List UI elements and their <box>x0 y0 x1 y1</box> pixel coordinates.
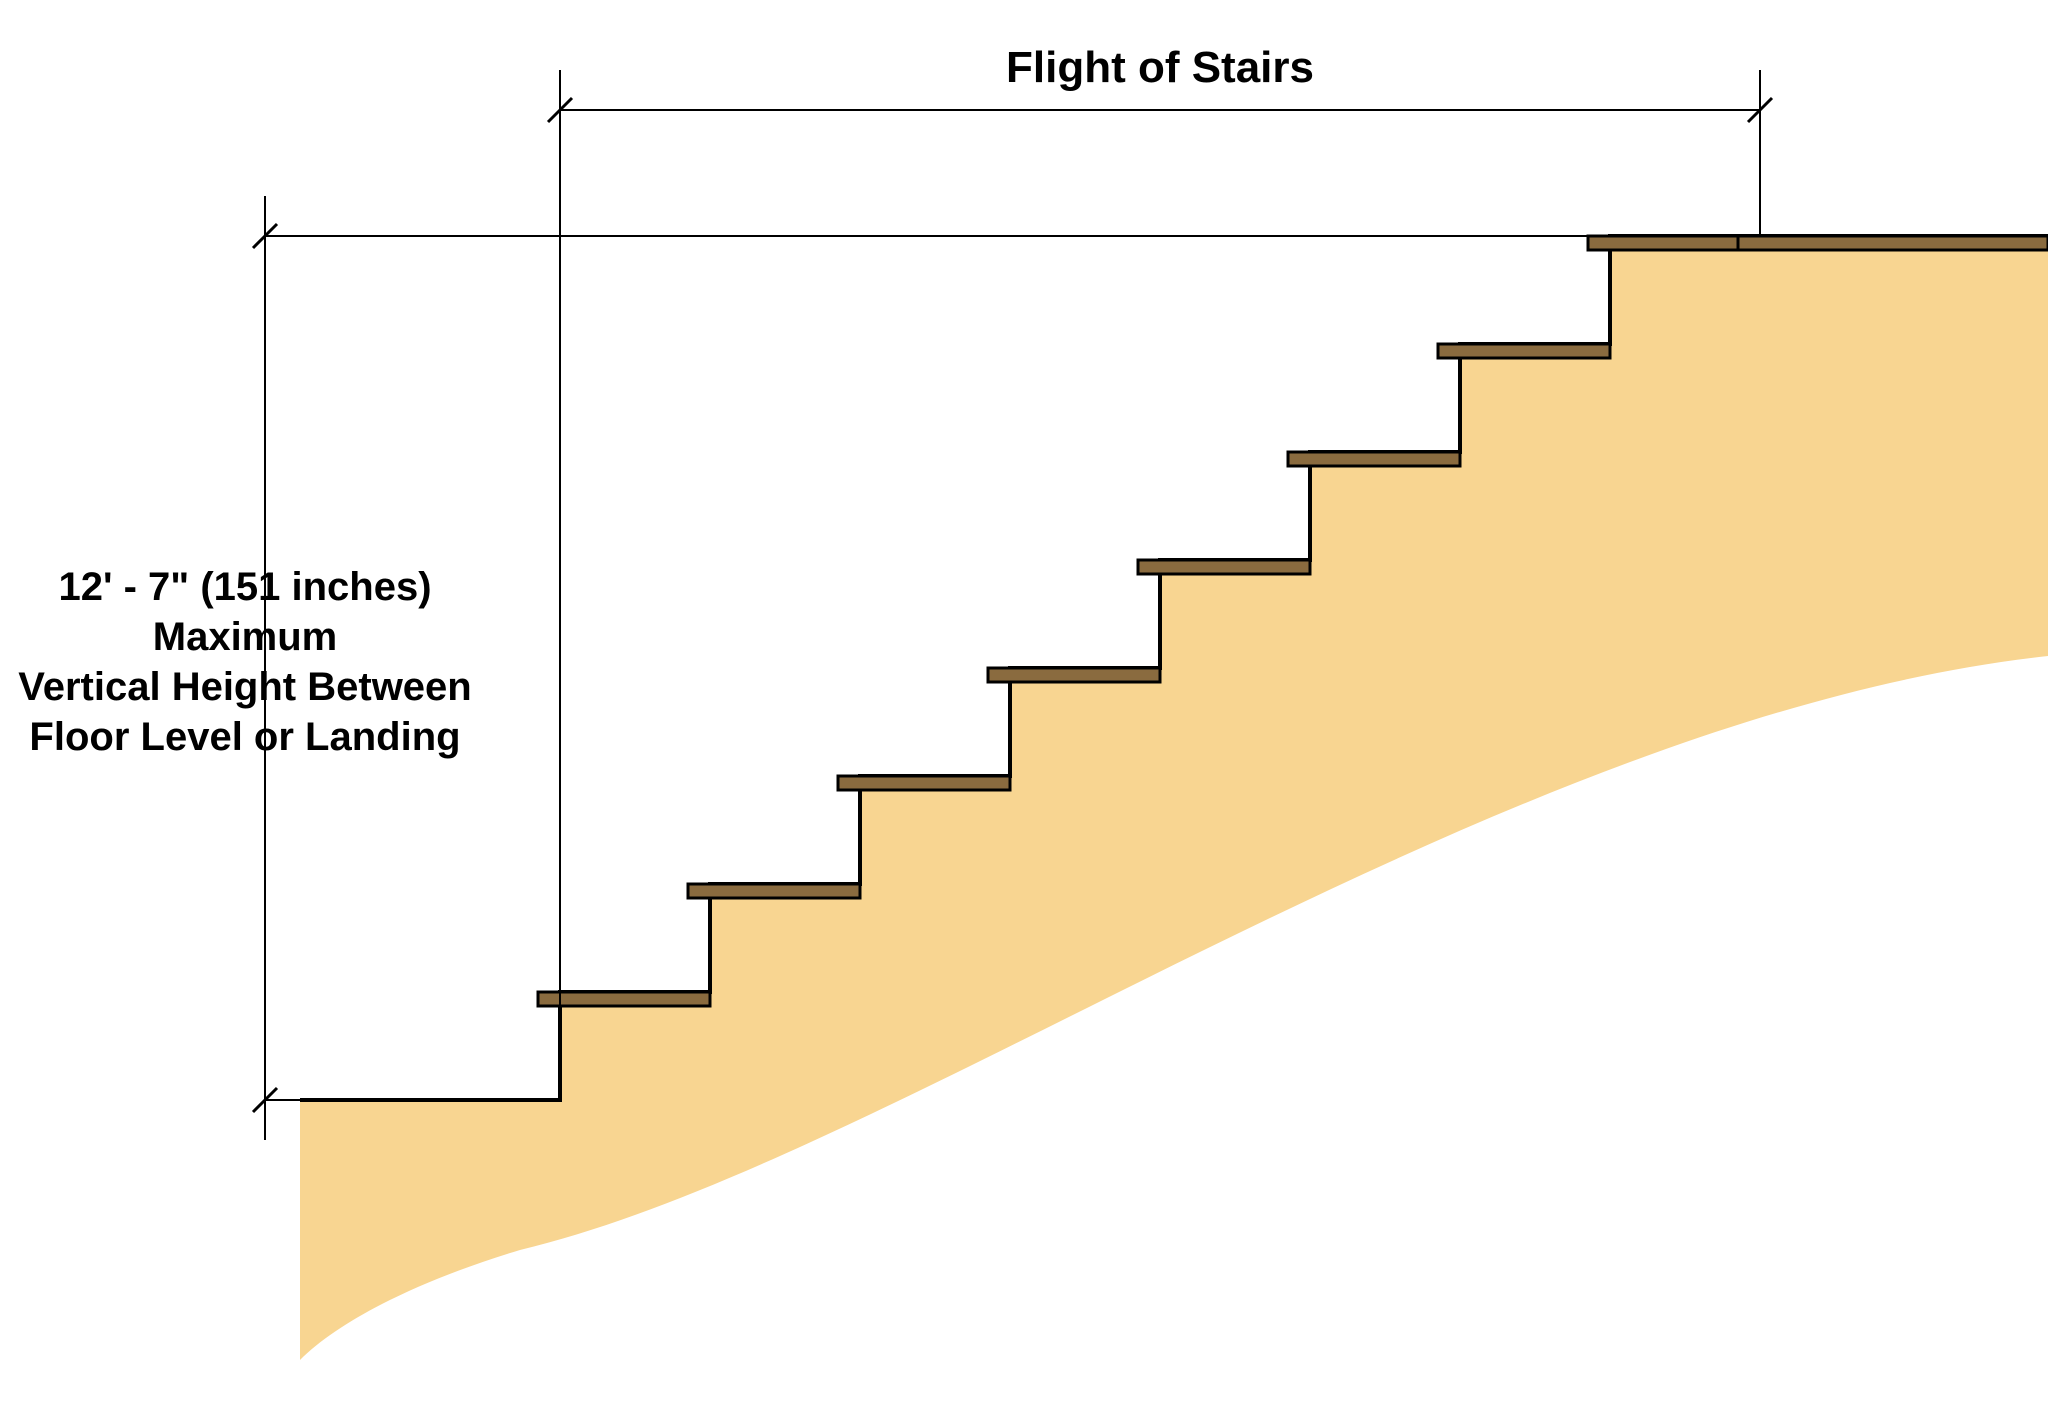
label-line: Floor Level or Landing <box>29 715 460 759</box>
stair-tread <box>1288 452 1460 466</box>
stair-tread <box>988 668 1160 682</box>
label-line: 12' - 7" (151 inches) <box>58 565 431 609</box>
label-line: Vertical Height Between <box>18 665 471 709</box>
stair-tread <box>1138 560 1310 574</box>
stair-tread <box>1438 344 1610 358</box>
label-flight-of-stairs: Flight of Stairs <box>1006 43 1314 92</box>
stair-tread <box>688 884 860 898</box>
label-vertical-height: 12' - 7" (151 inches) Maximum Vertical Hei… <box>18 565 471 759</box>
stair-diagram: Flight of Stairs 12' - 7" (151 inches) Max… <box>0 0 2048 1403</box>
stair-tread <box>538 992 710 1006</box>
stair-tread <box>1588 236 1760 250</box>
stair-tread <box>838 776 1010 790</box>
top-landing-tread <box>1738 236 2048 250</box>
stair-body-fill <box>300 236 2048 1360</box>
label-line: Maximum <box>153 615 338 659</box>
